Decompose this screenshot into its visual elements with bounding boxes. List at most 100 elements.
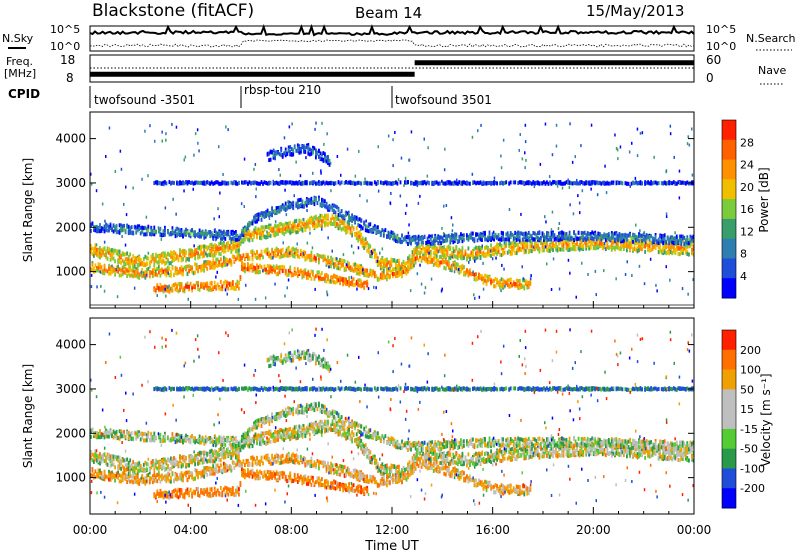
power-cell — [583, 236, 586, 241]
power-cell — [411, 258, 414, 263]
power-noise-cell — [336, 155, 339, 158]
power-cell — [191, 288, 194, 293]
power-noise-cell — [426, 174, 429, 178]
power-cell — [272, 264, 275, 269]
power-cell — [123, 227, 126, 232]
power-cell — [144, 225, 147, 230]
power-cell — [298, 147, 301, 152]
power-cell — [254, 230, 257, 235]
power-cell — [343, 268, 346, 272]
power-cell — [233, 245, 236, 250]
power-cell — [189, 265, 192, 270]
power-cell — [524, 231, 527, 236]
power-cell — [546, 242, 548, 247]
power-cell — [283, 227, 286, 232]
power-cell — [683, 235, 686, 240]
power-noise-cell — [187, 297, 189, 301]
power-cell — [597, 180, 600, 185]
power-cell — [295, 148, 298, 153]
power-cell — [431, 259, 434, 264]
power-cell — [411, 250, 414, 255]
power-cell — [506, 283, 509, 288]
power-cell — [251, 249, 254, 254]
power-noise-cell — [451, 255, 453, 259]
power-cell — [408, 261, 411, 266]
power-cell — [346, 264, 349, 269]
power-cell — [346, 229, 349, 234]
power-cell — [443, 265, 446, 270]
power-cell — [678, 238, 681, 243]
power-cell — [316, 252, 319, 257]
power-cell — [521, 278, 524, 283]
power-cell — [523, 242, 526, 247]
power-cell — [251, 232, 254, 237]
power-cell — [277, 231, 280, 236]
power-cell — [518, 180, 521, 185]
power-cell — [106, 269, 109, 274]
power-cell — [236, 248, 239, 253]
power-cell — [132, 230, 135, 235]
power-cell — [392, 272, 394, 276]
freq-tick-top: 18 — [60, 53, 75, 67]
power-cell — [231, 239, 234, 243]
power-cell — [120, 260, 123, 265]
power-cell — [315, 197, 317, 202]
power-noise-cell — [615, 146, 618, 150]
power-noise-cell — [529, 277, 532, 281]
power-cell — [579, 236, 582, 241]
power-cell — [411, 260, 414, 265]
power-cell — [158, 266, 160, 271]
power-cell — [322, 180, 325, 185]
power-cell — [340, 180, 343, 185]
power-cell — [518, 246, 521, 251]
power-cell — [333, 264, 335, 269]
power-cell — [278, 228, 281, 233]
power-cell — [500, 180, 503, 185]
power-cell — [236, 256, 239, 261]
power-noise-cell — [100, 284, 102, 288]
power-cell — [272, 153, 275, 158]
power-cell — [660, 235, 663, 240]
power-noise-cell — [525, 158, 527, 162]
power-cell — [327, 222, 329, 226]
power-cell — [238, 180, 240, 185]
power-cell — [103, 229, 106, 234]
power-noise-cell — [302, 217, 304, 221]
power-cell — [425, 258, 428, 263]
power-cell — [521, 232, 524, 237]
power-cell — [455, 181, 458, 186]
power-cell — [496, 251, 499, 256]
power-noise-cell — [327, 236, 329, 240]
power-cell — [553, 244, 556, 249]
power-noise-cell — [524, 151, 526, 155]
power-cell — [233, 260, 236, 264]
power-cell — [642, 244, 645, 249]
power-cell — [364, 244, 367, 249]
power-cell — [325, 180, 328, 185]
power-cell — [502, 251, 505, 256]
power-cell — [90, 244, 92, 248]
power-cell — [224, 256, 227, 261]
power-cell — [179, 228, 181, 233]
power-cell — [505, 281, 508, 286]
power-cell — [197, 246, 200, 250]
power-cell — [537, 236, 539, 240]
power-cell — [375, 274, 378, 279]
power-cell — [518, 286, 521, 291]
power-cell — [170, 270, 172, 275]
power-cell — [351, 213, 354, 218]
power-noise-cell — [354, 174, 357, 178]
power-cell — [132, 260, 135, 265]
power-cell — [494, 245, 497, 250]
power-cell — [485, 274, 488, 279]
power-cell — [227, 181, 230, 186]
power-noise-cell — [407, 231, 410, 235]
power-cell — [449, 180, 452, 185]
power-cell — [192, 252, 195, 257]
power-cell — [657, 237, 660, 242]
power-cell — [318, 148, 320, 153]
power-cell — [218, 262, 221, 267]
power-cell — [105, 222, 107, 227]
power-cell — [274, 232, 277, 237]
power-cell — [312, 269, 314, 274]
